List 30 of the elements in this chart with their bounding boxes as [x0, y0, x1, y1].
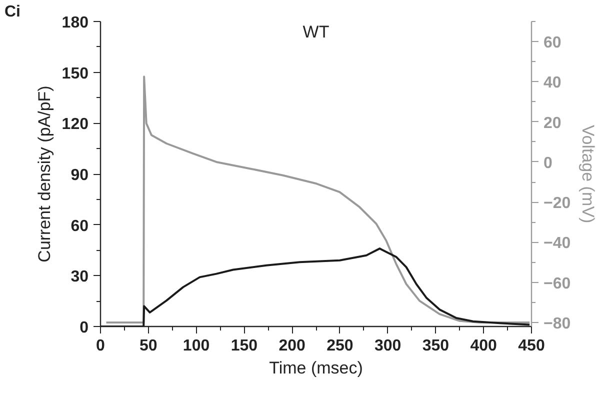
text: Ci: [4, 4, 20, 20]
x-tick-label: 300: [374, 338, 402, 354]
y-tick-label: 90: [70, 167, 89, 184]
y-tick-label: 60: [70, 218, 89, 235]
y2-tick-label: −20: [544, 195, 571, 212]
x-tick-label: 100: [182, 338, 210, 354]
x-tick-label: 450: [518, 338, 545, 354]
y2-tick-label: 60: [544, 34, 562, 52]
y2-tick-label: 40: [544, 74, 562, 92]
y2-axis-title: Voltage (mV): [578, 124, 598, 224]
x-tick-label: 250: [326, 338, 354, 354]
x-tick-label: 150: [230, 338, 258, 354]
y-tick-label: 150: [62, 65, 89, 82]
x-tick-label: 200: [278, 338, 306, 354]
x-axis-title: Time (msec): [269, 358, 363, 378]
y-axis-title: Current density (pA/pF): [34, 86, 54, 262]
x-tick-label: 350: [422, 338, 450, 354]
x-tick-label: 400: [470, 338, 498, 354]
y2-tick-label: 0: [544, 154, 552, 172]
y2-tick-label: 20: [544, 114, 562, 132]
y-tick-label: 120: [62, 116, 89, 134]
x-tick-label: 50: [139, 338, 158, 354]
y-tick-label: 180: [62, 14, 89, 32]
y2-tick-label: −40: [544, 235, 571, 252]
x-tick-label: 0: [96, 338, 106, 354]
y2-tick-label: −60: [544, 275, 571, 292]
y-tick-label: 0: [80, 320, 89, 336]
chart-title: WT: [302, 22, 330, 42]
y-tick-label: 30: [70, 268, 89, 286]
y2-tick-label: −80: [544, 315, 571, 332]
